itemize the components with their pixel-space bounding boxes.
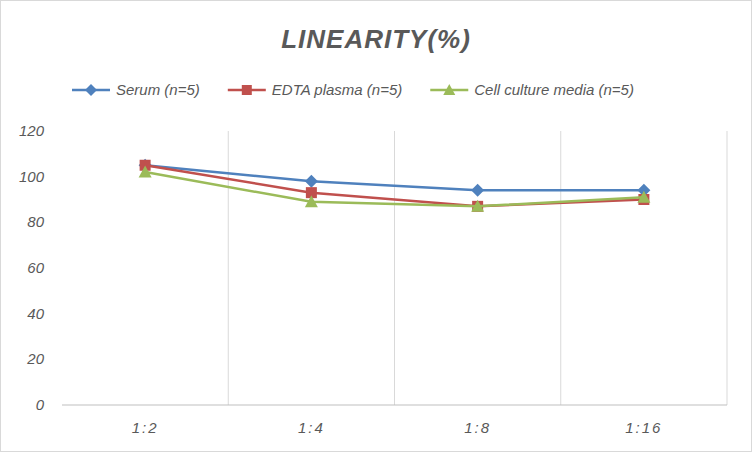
y-tick [59,176,62,177]
series-marker [471,184,484,197]
y-tick-label: 40 [27,305,44,322]
y-tick [59,359,62,360]
legend-marker [242,85,252,95]
series-line [145,165,644,206]
grid-line [394,131,395,405]
title: LINEARITY(%) [281,24,471,54]
x-tick-label: 1:8 [464,419,491,436]
legend-marker [443,84,455,95]
legend-label: Cell culture media (n=5) [474,81,634,98]
series-marker [139,166,152,178]
y-tick-label: 20 [26,350,44,367]
series-marker [637,191,650,203]
y-tick-label: 80 [27,213,44,230]
x-tick-label: 1:4 [298,419,325,436]
plot-data [139,159,651,212]
y-tick-label: 0 [36,396,45,413]
y-tick [59,313,62,314]
series-line [145,172,644,206]
x-tick-label: 1:16 [625,419,662,436]
series-marker [305,195,318,207]
x-axis-line [62,405,727,406]
y-tick [59,268,62,269]
chart-svg: LINEARITY(%) 0 20 40 60 80 100 120 1:2 1:4 1:8 1:16… [0,0,752,452]
legend: Serum (n=5) EDTA plasma (n=5) Cell culture… [72,81,634,98]
y-tick-label: 120 [19,122,45,139]
y-tick-label: 100 [19,168,45,185]
y-tick [59,131,62,132]
legend-marker [85,84,97,96]
grid-line [727,131,728,405]
y-tick [59,405,62,406]
y-tick-label: 60 [27,259,44,276]
chart-container: LINEARITY(%) 0 20 40 60 80 100 120 1:2 1:4 1:8 1:16… [0,0,752,452]
chart-border [1,1,752,452]
series-marker [471,200,484,212]
x-tick-label: 1:2 [132,419,159,436]
grid-line [560,131,561,405]
series-marker [305,175,318,188]
legend-label: EDTA plasma (n=5) [272,81,402,98]
legend-label: Serum (n=5) [116,81,200,98]
y-tick [59,222,62,223]
